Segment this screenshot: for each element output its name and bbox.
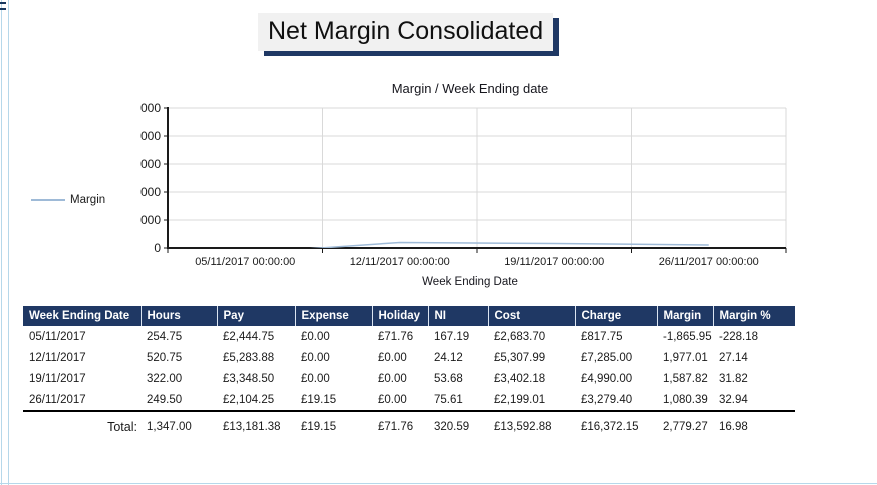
column-header-pay: Pay	[217, 306, 296, 326]
table-cell: 1,080.39	[663, 394, 708, 406]
table-cell: 322.00	[147, 373, 183, 385]
total-cell: £13,592.88	[488, 410, 575, 441]
table-cell: 19/11/2017	[29, 373, 86, 385]
report-title: Net Margin Consolidated	[258, 13, 554, 51]
y-tick-label: 40000	[140, 129, 161, 143]
table-cell: £3,348.50	[223, 373, 275, 385]
table-cell: 12/11/2017	[29, 352, 86, 364]
table-row: 26/11/2017 249.50 £2,104.25 £19.15 £0.00 75.6…	[23, 389, 795, 411]
total-label: Total:	[23, 410, 141, 441]
table-cell: £3,402.18	[494, 373, 546, 385]
total-cell: £19.15	[295, 410, 372, 441]
table-cell: 24.12	[434, 352, 463, 364]
panel-left-edge-inner	[8, 0, 9, 485]
table-cell: £0.00	[301, 352, 330, 364]
splitter-grip-icon[interactable]	[0, 2, 7, 12]
y-tick-label: 0	[154, 241, 161, 255]
table-cell: £2,683.70	[494, 331, 546, 343]
series-line-margin	[309, 241, 709, 248]
column-header-week-ending-date: Week Ending Date	[23, 306, 142, 326]
y-tick-label: 20000	[140, 185, 161, 199]
chart-legend: Margin	[31, 194, 105, 206]
table-cell: 1,977.01	[663, 352, 708, 364]
table-cell: 27.14	[719, 352, 748, 364]
table-cell: 520.75	[147, 352, 183, 364]
legend-line-swatch	[31, 199, 65, 201]
table-cell: £4,990.00	[581, 373, 633, 385]
table-cell: £19.15	[301, 394, 337, 406]
table-cell: £3,279.40	[581, 394, 633, 406]
panel-bottom-edge	[0, 483, 877, 484]
table-cell: £0.00	[378, 373, 407, 385]
x-tick-label: 12/11/2017 00:00:00	[350, 256, 450, 268]
table-cell: 75.61	[434, 394, 463, 406]
column-header-margin: Margin	[657, 306, 714, 326]
total-cell: 16.98	[713, 410, 795, 441]
table-cell: 32.94	[719, 394, 748, 406]
column-header-hours: Hours	[141, 306, 218, 326]
table-cell: £5,283.88	[223, 352, 275, 364]
x-axis-title: Week Ending Date	[422, 276, 518, 288]
y-tick-label: 30000	[140, 157, 161, 171]
total-cell: £16,372.15	[575, 410, 657, 441]
table-cell: £2,199.01	[494, 394, 546, 406]
column-header-cost: Cost	[488, 306, 576, 326]
table-cell: 249.50	[147, 394, 183, 406]
margin-line-chart: 0 10000 20000 30000 40000 50000 05/11/2017 00:…	[140, 101, 787, 268]
column-header-ni: NI	[428, 306, 489, 326]
total-cell: 2,779.27	[657, 410, 713, 441]
column-header-margin-: Margin %	[713, 306, 795, 326]
margin-table: Week Ending Date Hours Pay Expense Holiday NI…	[23, 306, 795, 441]
table-cell: £0.00	[378, 352, 407, 364]
table-cell: 254.75	[147, 331, 183, 343]
table-cell: £0.00	[378, 394, 407, 406]
table-row: 12/11/2017 520.75 £5,283.88 £0.00 £0.00 24.12…	[23, 347, 795, 368]
table-row: 19/11/2017 322.00 £3,348.50 £0.00 £0.00 53.68…	[23, 368, 795, 389]
column-header-charge: Charge	[575, 306, 658, 326]
table-cell: 53.68	[434, 373, 463, 385]
column-header-expense: Expense	[295, 306, 373, 326]
y-tick-label: 50000	[140, 101, 161, 115]
total-cell: £13,181.38	[217, 410, 295, 441]
x-tick-label: 05/11/2017 00:00:00	[195, 256, 295, 268]
table-cell: 31.82	[719, 373, 748, 385]
table-cell: £5,307.99	[494, 352, 546, 364]
chart-title: Margin / Week Ending date	[391, 81, 549, 96]
table-header-row: Week Ending Date Hours Pay Expense Holiday NI…	[23, 306, 795, 326]
total-cell: £71.76	[372, 410, 428, 441]
table-cell: £817.75	[581, 331, 623, 343]
x-tick-label: 19/11/2017 00:00:00	[504, 256, 604, 268]
table-total-row: Total: 1,347.00 £13,181.38 £19.15 £71.76 320.…	[23, 410, 795, 441]
table-cell: £2,444.75	[223, 331, 275, 343]
table-cell: -228.18	[719, 331, 759, 343]
column-header-holiday: Holiday	[372, 306, 429, 326]
table-cell: £0.00	[301, 373, 330, 385]
table-cell: 05/11/2017	[29, 331, 86, 343]
table-cell: £7,285.00	[581, 352, 633, 364]
table-row: 05/11/2017 254.75 £2,444.75 £0.00 £71.76 167.…	[23, 326, 795, 347]
table-cell: 26/11/2017	[29, 394, 86, 406]
table-cell: £2,104.25	[223, 394, 275, 406]
total-cell: 320.59	[428, 410, 488, 441]
legend-label: Margin	[70, 194, 106, 206]
table-cell: £71.76	[378, 331, 414, 343]
table-cell: -1,865.95	[663, 331, 712, 343]
total-cell: 1,347.00	[141, 410, 217, 441]
y-tick-label: 10000	[140, 213, 161, 227]
x-tick-label: 26/11/2017 00:00:00	[659, 256, 759, 268]
panel-left-edge-outer	[1, 0, 2, 485]
table-cell: 167.19	[434, 331, 470, 343]
table-cell: £0.00	[301, 331, 330, 343]
table-cell: 1,587.82	[663, 373, 708, 385]
